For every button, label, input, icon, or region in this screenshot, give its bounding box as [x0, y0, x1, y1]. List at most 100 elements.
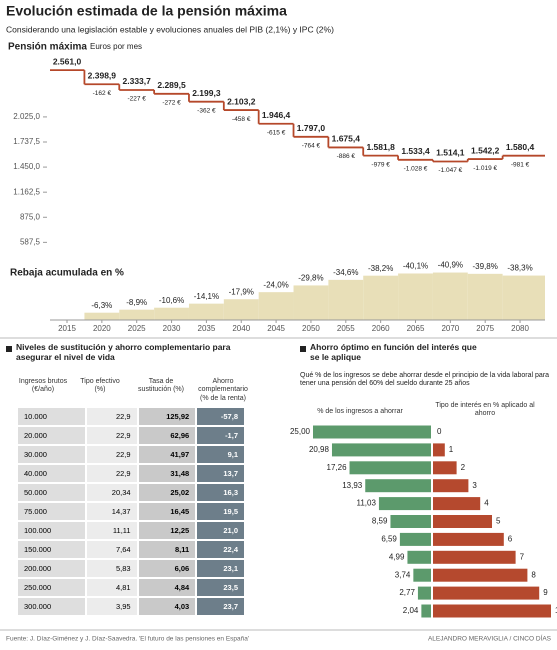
table-cell: 9,1: [197, 446, 246, 465]
value-label: 1.946,4: [262, 110, 291, 120]
value-label: 2.333,7: [123, 76, 152, 86]
credit: ALEJANDRO MERAVIGLIA / CINCO DÍAS: [428, 634, 552, 643]
table-row: 300.000 3,95 4,03 23,7: [18, 598, 246, 617]
chart-title: Pensión máxima: [8, 42, 87, 53]
source: Fuente: J. Díaz-Giménez y J. Díaz-Saaved…: [6, 636, 249, 643]
table-cell: 13,7: [197, 465, 246, 484]
area-step: [293, 285, 329, 320]
bar: [421, 604, 431, 618]
value-label: 2,04: [403, 606, 419, 615]
table-cell: 19,5: [197, 503, 246, 522]
table-row: 10.000 22,9 125,92 -57,8: [18, 408, 246, 427]
value-label: 11,03: [357, 499, 377, 508]
table-row: 75.000 14,37 16,45 19,5: [18, 503, 246, 522]
difference-label: -272 €: [162, 100, 181, 107]
value-label: 1: [449, 445, 454, 454]
area-step: [223, 299, 259, 320]
x-tick-label: 2015: [58, 324, 76, 333]
difference-label: -1.047 €: [438, 167, 462, 174]
value-label: 8,59: [372, 517, 388, 526]
title: Evolución estimada de la pensión máxima: [6, 3, 287, 19]
value-label: 20,98: [309, 445, 330, 454]
table-cell: 31,48: [138, 465, 198, 484]
value-label: 4: [484, 499, 489, 508]
column-header: Ahorro complementario (% de la renta): [198, 378, 248, 402]
x-tick-label: 2040: [232, 324, 250, 333]
bar: [399, 532, 431, 546]
x-tick-label: 2075: [476, 324, 494, 333]
table-cell: 6,06: [138, 560, 198, 579]
value-label: 10: [555, 606, 557, 615]
bar: [378, 497, 431, 511]
difference-label: -981 €: [511, 161, 530, 168]
table-cell: 8,11: [138, 541, 198, 560]
value-label: -39,8%: [473, 262, 498, 271]
column-header: Tasa de sustitución (%): [138, 378, 184, 394]
x-tick-label: 2050: [302, 324, 320, 333]
value-label: 25,00: [290, 427, 311, 436]
value-label: 5: [496, 517, 501, 526]
value-label: 7: [520, 552, 525, 561]
bar: [413, 568, 431, 582]
bar: [331, 443, 431, 457]
value-label: 13,93: [342, 481, 363, 490]
x-tick-label: 2065: [407, 324, 425, 333]
x-tick-label: 2035: [198, 324, 216, 333]
table-cell: 41,97: [138, 446, 198, 465]
table-cell: 3,95: [86, 598, 139, 617]
value-label: 4,99: [389, 552, 405, 561]
bar: [365, 479, 431, 493]
difference-label: -362 €: [197, 107, 216, 114]
table-cell: 4,84: [138, 579, 198, 598]
table-cell: 23,7: [197, 598, 246, 617]
difference-label: -886 €: [337, 153, 356, 160]
area-step: [398, 273, 433, 320]
table-row: 250.000 4,81 4,84 23,5: [18, 579, 246, 598]
difference-label: -979 €: [371, 161, 390, 168]
area-step: [502, 275, 545, 320]
x-tick-label: 2045: [267, 324, 285, 333]
x-tick-label: 2060: [372, 324, 390, 333]
table-cell: 16,45: [138, 503, 198, 522]
table-cell: 23,1: [197, 560, 246, 579]
value-label: 1.581,8: [366, 142, 395, 152]
area-step: [154, 307, 189, 320]
value-label: -34,6%: [333, 268, 358, 277]
value-label: -14,1%: [194, 292, 219, 301]
table-cell: 62,96: [138, 427, 198, 446]
bar: [433, 443, 445, 457]
value-label: 3: [472, 481, 477, 490]
area-step: [119, 309, 155, 320]
table-row: 20.000 22,9 62,96 -1,7: [18, 427, 246, 446]
table-row: 30.000 22,9 41,97 9,1: [18, 446, 246, 465]
value-label: 9: [543, 588, 548, 597]
value-label: -38,2%: [368, 264, 393, 273]
area-step: [328, 279, 364, 320]
value-label: 1.675,4: [332, 134, 361, 144]
table-cell: 14,37: [86, 503, 139, 522]
x-tick-label: 2055: [337, 324, 355, 333]
value-label: 2.561,0: [53, 56, 82, 66]
table-row: 50.000 20,34 25,02 16,3: [18, 484, 246, 503]
y-tick-label: 1.737,5: [13, 137, 40, 146]
difference-label: -615 €: [267, 129, 286, 136]
table-cell: 5,83: [86, 560, 139, 579]
table-cell: 21,0: [197, 522, 246, 541]
table-cell: 22,9: [86, 427, 139, 446]
table-cell: 300.000: [18, 598, 87, 617]
value-label: -29,8%: [298, 274, 323, 283]
value-label: 2.398,9: [88, 71, 117, 81]
table-cell: 20.000: [18, 427, 87, 446]
area-step: [363, 275, 399, 320]
difference-label: -162 €: [93, 90, 112, 97]
value-label: 2: [461, 463, 466, 472]
table-cell: 16,3: [197, 484, 246, 503]
table-cell: 40.000: [18, 465, 87, 484]
table-cell: 10.000: [18, 408, 87, 427]
description: Qué % de los ingresos se debe ahorrar de…: [300, 372, 550, 388]
table-cell: 7,64: [86, 541, 139, 560]
value-label: -24,0%: [263, 280, 288, 289]
bar: [407, 550, 431, 564]
bar: [417, 586, 431, 600]
